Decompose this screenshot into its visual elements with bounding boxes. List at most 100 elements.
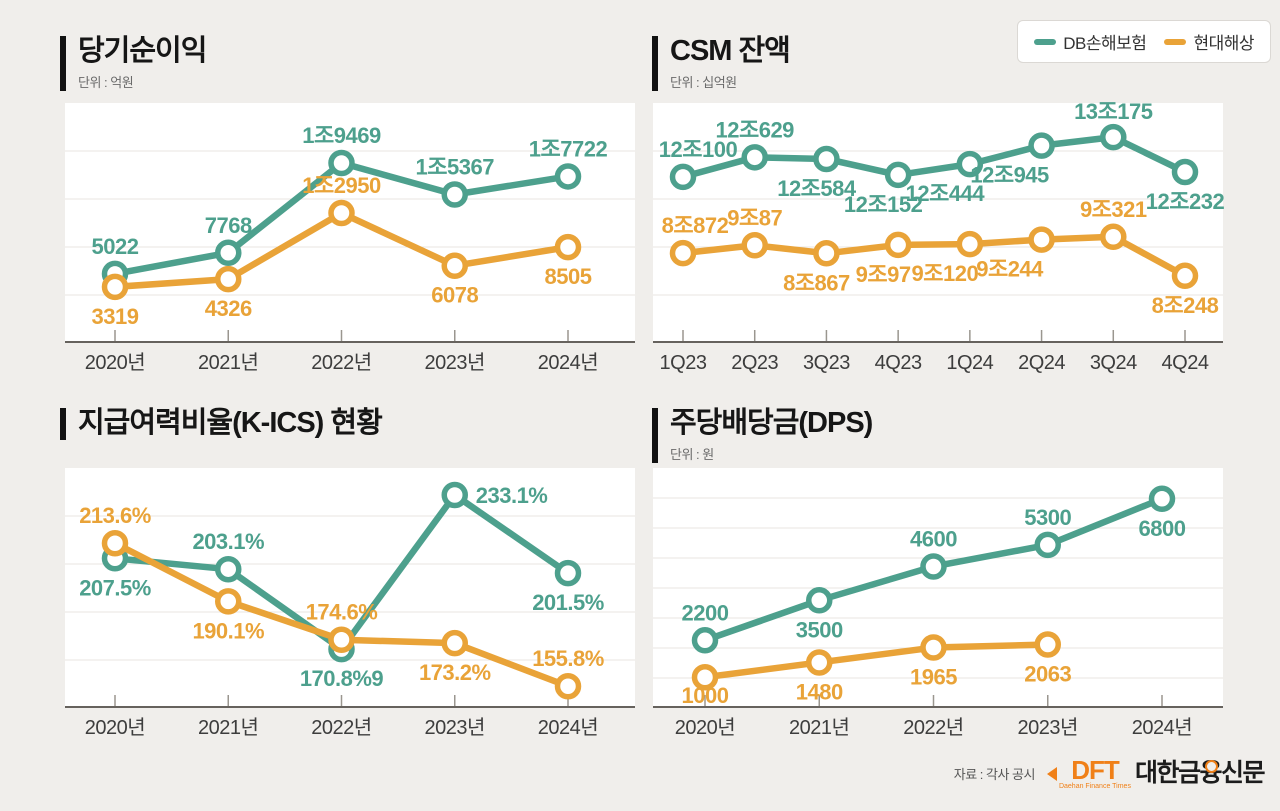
x-axis-label: 2021년 [198, 716, 258, 739]
data-label: 1조2950 [302, 173, 381, 198]
data-label: 9조244 [976, 257, 1044, 282]
data-label: 1965 [910, 665, 957, 690]
data-point [441, 481, 468, 509]
data-label: 1조9469 [302, 123, 381, 148]
data-point [328, 199, 355, 227]
x-axis-label: 2021년 [789, 716, 849, 739]
title-accent-bar [60, 36, 66, 91]
data-point [441, 181, 468, 208]
data-point [813, 145, 840, 173]
x-axis-label: 2022년 [311, 351, 371, 374]
data-label: 12조152 [844, 192, 923, 217]
gridlines [65, 150, 635, 296]
data-label: 8조867 [783, 270, 850, 295]
data-label: 207.5% [79, 575, 151, 600]
data-label: 213.6% [79, 503, 151, 528]
series-line [701, 641, 1051, 681]
x-axis-label: 2023년 [1018, 716, 1078, 739]
data-label: 9조321 [1080, 197, 1147, 222]
x-axis-label: 2022년 [903, 716, 963, 739]
x-axis-label: 2020년 [85, 716, 145, 739]
logo-name-mid: 융 [1199, 759, 1222, 787]
x-axis-label: 2023년 [425, 351, 485, 374]
x-axis-label: 2024년 [538, 351, 598, 374]
data-label: 4600 [910, 526, 957, 551]
data-point [441, 252, 468, 279]
legend: DB손해보험 현대해상 [1017, 20, 1271, 63]
data-label: 174.6% [306, 600, 378, 625]
x-axis-label: 2021년 [198, 351, 258, 374]
data-point [884, 161, 912, 189]
data-label: 2200 [682, 600, 729, 625]
data-point [669, 239, 697, 267]
data-point [1100, 123, 1127, 151]
chart-title: 지급여력비율(K-ICS) 현황 [78, 407, 383, 439]
x-axis: 2020년 2021년 2022년 2023년 2024년 [65, 330, 635, 374]
data-point [1028, 226, 1055, 253]
data-point [1034, 631, 1061, 658]
chart-unit: 단위 : 억원 [78, 74, 134, 90]
data-labels: 2200 3500 4600 5300 6800 1000 1480 1965 2063 [682, 505, 1187, 708]
x-axis-label: 2020년 [675, 716, 735, 739]
data-label: 12조444 [906, 181, 986, 206]
data-point [1100, 223, 1127, 251]
data-label: 1조5367 [416, 154, 495, 179]
legend-dash [1034, 38, 1057, 45]
data-point [554, 559, 582, 587]
x-axis-label: 3Q24 [1090, 352, 1137, 374]
data-point [554, 672, 582, 700]
data-point [813, 240, 840, 267]
data-label: 5022 [92, 234, 139, 259]
x-axis: 2020년 2021년 2022년 2023년 2024년 [65, 695, 635, 739]
source-credit: 자료 : 각사 공시 [953, 767, 1036, 782]
data-label: 12조945 [970, 163, 1049, 188]
chart-title: 주당배당금(DPS) [670, 407, 873, 439]
data-point [554, 233, 582, 261]
chart-title: 당기순이익 [78, 35, 207, 67]
data-label: 190.1% [192, 618, 264, 643]
logo-dft-subtext: Daehan Finance Times [1058, 783, 1131, 790]
data-label: 3319 [92, 304, 139, 329]
x-axis: 1Q23 2Q23 3Q23 4Q23 1Q24 2Q24 3Q24 4Q24 [653, 330, 1223, 374]
data-label: 12조100 [659, 137, 738, 162]
data-point [956, 150, 984, 178]
data-point [884, 231, 912, 259]
data-point [441, 629, 468, 657]
x-axis: 2020년 2021년 2022년 2023년 2024년 [653, 695, 1223, 739]
x-axis-label: 4Q23 [875, 352, 922, 374]
x-axis-label: 1Q24 [946, 352, 993, 374]
chart-net-profit: 2020년 2021년 2022년 2023년 2024년 5022 7768 1조9469 1… [65, 103, 635, 374]
data-label: 201.5% [532, 590, 604, 615]
panel-title-dps: 주당배당금(DPS) 단위 : 원 [652, 407, 873, 463]
chart-kics-ratio: 2020년 2021년 2022년 2023년 2024년 207.5% 203.1% 170… [65, 468, 635, 739]
data-point [741, 144, 768, 171]
data-point [741, 232, 768, 259]
x-axis-label: 4Q24 [1162, 352, 1209, 374]
title-accent-bar [652, 408, 658, 463]
x-axis-label: 2024년 [1132, 716, 1192, 739]
data-point [806, 649, 833, 676]
data-label: 2063 [1024, 662, 1071, 687]
series-DB손해보험 [101, 149, 582, 288]
data-point [1171, 262, 1199, 290]
data-label: 1480 [796, 679, 843, 704]
data-labels: 207.5% 203.1% 170.8%9 233.1% 201.5% 213.6% 190… [79, 483, 604, 691]
data-point [1171, 158, 1199, 186]
data-label: 13조175 [1074, 99, 1153, 124]
series-DB손해보험 [691, 485, 1176, 654]
data-labels: 5022 7768 1조9469 1조5367 1조7722 3319 4326 1조2950… [92, 123, 608, 329]
data-point [920, 553, 947, 580]
footer: 자료 : 각사 공시 DFT Daehan Finance Times 대한금융… [953, 757, 1266, 790]
data-label: 9조87 [727, 205, 782, 230]
logo-newspaper-name: 대한금융신문 [1134, 759, 1266, 787]
data-point [1148, 485, 1176, 513]
data-label: 7768 [205, 213, 252, 238]
data-point [669, 163, 697, 191]
logo-name-pre: 대한금 [1134, 759, 1201, 787]
data-point [1034, 531, 1061, 559]
data-label: 8조872 [662, 213, 729, 238]
data-point [554, 163, 582, 190]
panel-title-kics: 지급여력비율(K-ICS) 현황 [60, 407, 383, 440]
series-DB손해보험 [669, 123, 1199, 191]
